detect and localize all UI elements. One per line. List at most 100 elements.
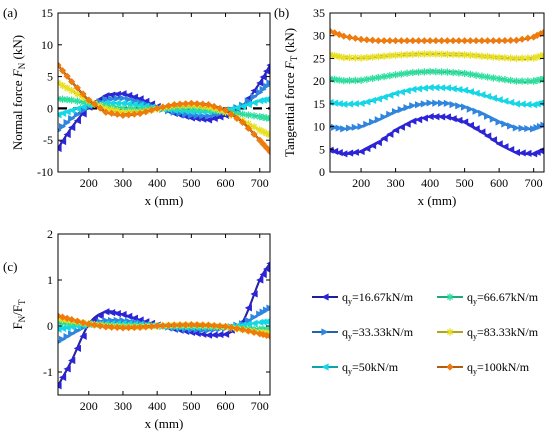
data-point: [484, 112, 492, 120]
data-point: [449, 50, 457, 59]
data-point: [340, 125, 348, 133]
data-point: [262, 67, 270, 75]
legend-label: qy=66.67kN/m: [467, 290, 539, 306]
data-point: [58, 312, 62, 320]
data-point: [107, 91, 116, 99]
data-point: [193, 100, 201, 108]
data-point: [484, 37, 492, 45]
data-point: [199, 112, 207, 120]
data-point: [90, 100, 99, 108]
data-point: [79, 110, 87, 118]
data-point: [331, 99, 339, 107]
data-point: [512, 54, 520, 63]
data-point: [426, 68, 434, 76]
data-point: [524, 77, 532, 85]
data-point: [540, 100, 544, 104]
y-tick-label: 15: [41, 6, 53, 20]
data-point: [335, 100, 343, 108]
data-point: [113, 309, 121, 318]
data-point: [414, 101, 423, 109]
series-3: [330, 83, 544, 109]
legend-entry-3: qy=33.33kN/m: [312, 325, 414, 341]
data-point: [426, 99, 434, 107]
data-point: [58, 324, 67, 333]
data-point: [495, 75, 503, 83]
data-point: [489, 53, 497, 61]
data-point: [512, 100, 520, 108]
data-point: [472, 52, 480, 60]
data-point: [426, 50, 434, 58]
legend-entry-1: qy=16.67kN/m: [312, 290, 414, 306]
data-point: [357, 54, 365, 62]
data-point: [90, 321, 99, 329]
data-point: [478, 72, 486, 80]
data-point: [250, 112, 258, 120]
data-point: [164, 321, 173, 329]
data-point: [244, 316, 252, 325]
data-point: [221, 330, 230, 338]
data-point: [466, 37, 474, 45]
data-point: [125, 312, 133, 320]
data-point: [363, 98, 371, 106]
data-point: [233, 114, 241, 122]
legend-marker: [446, 328, 454, 336]
data-point: [159, 322, 167, 330]
data-point: [119, 111, 127, 119]
data-point: [540, 28, 544, 36]
data-point: [187, 321, 195, 329]
data-point: [363, 53, 371, 62]
data-point: [73, 97, 81, 105]
y-tick-label: 35: [313, 6, 325, 20]
data-point: [266, 304, 270, 312]
x-tick-label: 400: [148, 399, 166, 413]
data-point: [386, 37, 394, 45]
data-point: [335, 76, 343, 84]
data-point: [461, 51, 469, 59]
data-point: [136, 316, 144, 324]
data-point: [478, 37, 486, 45]
legend: qy=16.67kN/m qy=66.67kN/m qy=33.33kN/m qy=8…: [312, 290, 539, 376]
x-tick-label: 700: [251, 399, 269, 413]
data-point: [368, 36, 377, 44]
data-point: [266, 148, 270, 156]
data-point: [484, 132, 492, 140]
legend-label: qy=50kN/m: [342, 360, 399, 376]
data-point: [403, 87, 411, 95]
data-point: [351, 100, 359, 108]
data-point: [345, 76, 354, 85]
data-point: [432, 37, 440, 45]
data-point: [466, 105, 474, 113]
data-point: [351, 148, 359, 156]
data-point: [340, 53, 348, 62]
data-point: [130, 314, 138, 322]
data-point: [403, 69, 411, 77]
data-point: [455, 37, 463, 45]
data-point: [68, 123, 76, 132]
series-4: [330, 68, 544, 85]
data-point: [426, 37, 434, 45]
data-point: [250, 93, 258, 101]
data-point: [233, 109, 241, 117]
data-point: [368, 74, 377, 83]
data-point: [507, 36, 515, 45]
data-point: [386, 52, 394, 60]
data-point: [432, 99, 440, 107]
data-point: [414, 37, 423, 45]
legend-label: qy=83.33kN/m: [467, 325, 539, 341]
data-point: [244, 124, 252, 132]
data-point: [73, 110, 81, 119]
data-point: [466, 51, 474, 59]
data-point: [210, 102, 218, 111]
data-point: [153, 322, 161, 330]
series-6: [330, 27, 544, 45]
data-point: [351, 34, 359, 42]
data-point: [199, 100, 207, 108]
data-point: [244, 304, 252, 312]
data-point: [58, 373, 67, 381]
data-point: [259, 140, 267, 148]
data-point: [374, 37, 382, 45]
data-point: [113, 95, 121, 103]
chart-panel-1: (a) 200 300 400 500 600 700 -10 -5 0 5 10 15 x (mm) No…: [3, 5, 271, 208]
data-point: [351, 76, 359, 84]
data-point: [432, 113, 440, 121]
